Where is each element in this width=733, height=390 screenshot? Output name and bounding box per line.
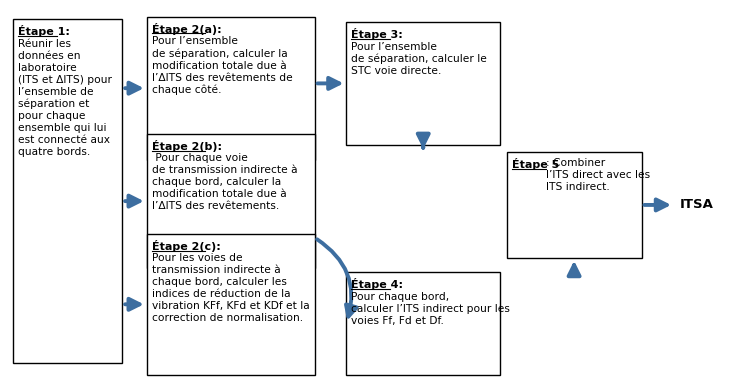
Text: ITSA: ITSA [679, 199, 713, 211]
Text: Pour l’ensemble
de séparation, calculer la
modification totale due à
l’ΔITS des : Pour l’ensemble de séparation, calculer … [152, 36, 292, 95]
Text: Étape 2(c):: Étape 2(c): [152, 240, 221, 252]
FancyBboxPatch shape [507, 152, 641, 258]
FancyBboxPatch shape [147, 134, 314, 268]
Text: Réunir les
données en
laboratoire
(ITS et ΔITS) pour
l’ensemble de
séparation et: Réunir les données en laboratoire (ITS e… [18, 39, 112, 157]
Text: Pour chaque bord,
calculer l’ITS indirect pour les
voies Ff, Fd et Df.: Pour chaque bord, calculer l’ITS indirec… [351, 292, 510, 326]
Text: Étape 1:: Étape 1: [18, 25, 70, 37]
Text: Étape 4:: Étape 4: [351, 278, 403, 290]
FancyBboxPatch shape [13, 19, 122, 363]
Text: Étape 2(b):: Étape 2(b): [152, 140, 221, 152]
Text: Pour l’ensemble
de séparation, calculer le
STC voie directe.: Pour l’ensemble de séparation, calculer … [351, 42, 487, 76]
Text: Étape 2(a):: Étape 2(a): [152, 23, 221, 35]
Text: Étape 5: Étape 5 [512, 158, 559, 170]
FancyBboxPatch shape [147, 234, 314, 375]
FancyArrowPatch shape [317, 239, 357, 317]
Text: Pour chaque voie
de transmission indirecte à
chaque bord, calculer la
modificati: Pour chaque voie de transmission indirec… [152, 153, 298, 211]
FancyBboxPatch shape [347, 272, 500, 375]
FancyBboxPatch shape [347, 22, 500, 145]
FancyBboxPatch shape [147, 16, 314, 160]
Text: Pour les voies de
transmission indirecte à
chaque bord, calculer les
indices de : Pour les voies de transmission indirecte… [152, 254, 309, 323]
Text: Étape 3:: Étape 3: [351, 28, 403, 40]
Text: : Combiner
l’ITS direct avec les
ITS indirect.: : Combiner l’ITS direct avec les ITS ind… [546, 158, 650, 192]
